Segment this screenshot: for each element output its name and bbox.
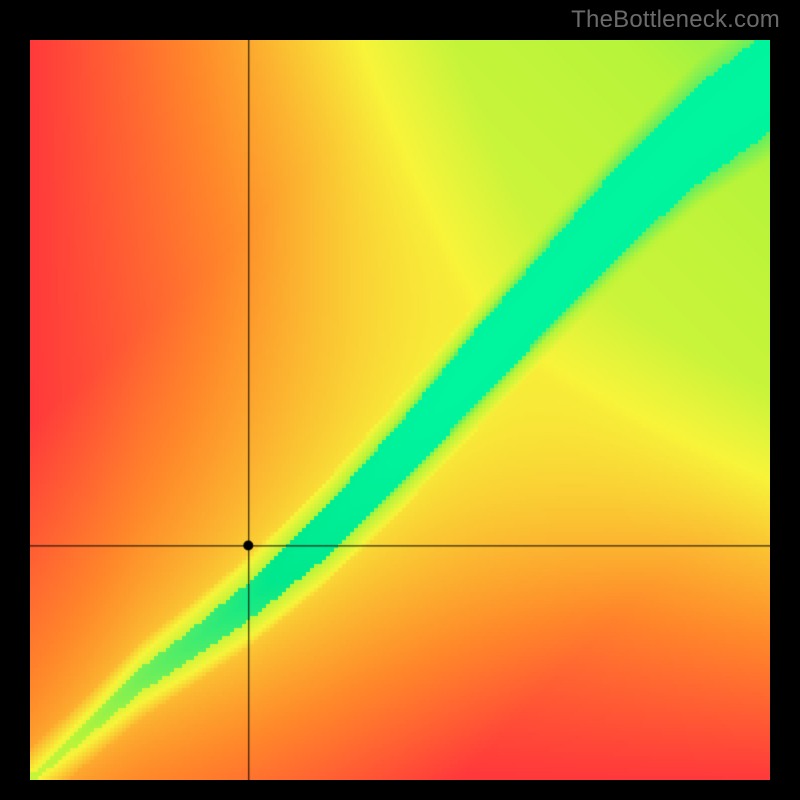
chart-frame: TheBottleneck.com [0,0,800,800]
heatmap-plot [30,40,770,780]
watermark-text: TheBottleneck.com [571,6,780,34]
heatmap-canvas [30,40,770,780]
